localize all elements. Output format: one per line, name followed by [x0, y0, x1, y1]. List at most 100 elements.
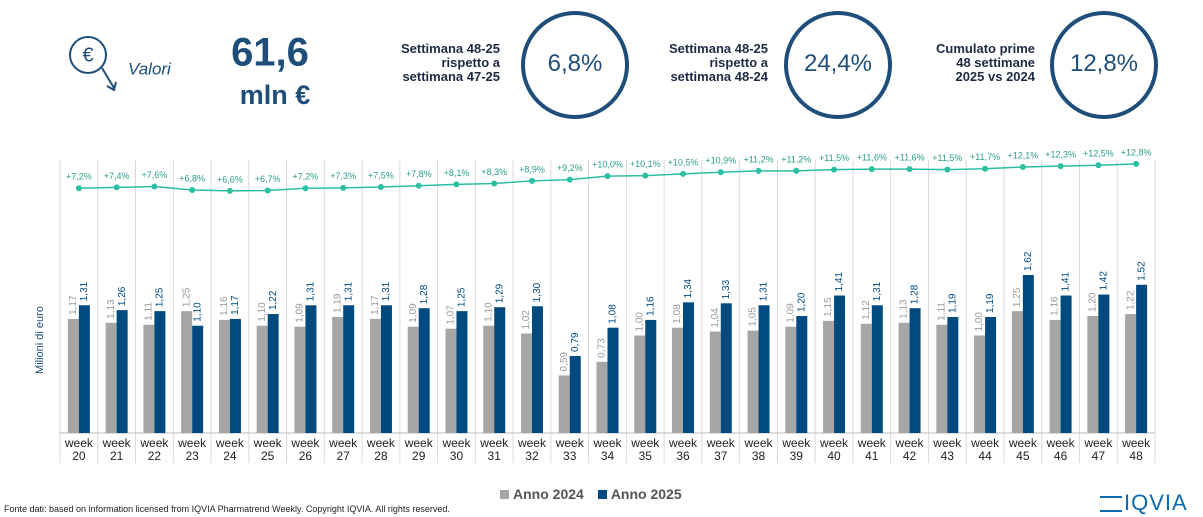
value-label: 1,16 [219, 296, 230, 316]
kpi-circle [784, 11, 892, 119]
unit: mln € [240, 80, 311, 110]
bar [834, 295, 846, 433]
value-label: 1,41 [1061, 272, 1072, 292]
bar [520, 333, 532, 433]
point-label: +10,0% [592, 159, 623, 169]
point [755, 167, 762, 174]
point [982, 165, 989, 172]
bar [418, 308, 430, 433]
point-label: +7,4% [104, 171, 130, 181]
value-label: 0,79 [570, 332, 581, 352]
value-label: 1,31 [343, 281, 354, 301]
bar [985, 316, 997, 433]
value-label: 1,11 [144, 302, 155, 321]
value-label: 1,29 [494, 283, 505, 303]
kpi-text: Settimana 48-25 rispetto a settimana 48-… [608, 42, 768, 84]
legend-label: Anno 2024 [513, 486, 584, 502]
point [491, 180, 498, 187]
point [302, 185, 309, 192]
x-tick-label: week 48 [1122, 436, 1151, 463]
value-label: 1,17 [230, 295, 241, 315]
point [680, 170, 687, 177]
bar [105, 322, 117, 433]
logo: IQVIA [1100, 490, 1188, 516]
point [831, 166, 838, 173]
bar [607, 327, 619, 433]
value-label: 1,00 [634, 312, 645, 332]
value-label: 1,20 [796, 292, 807, 312]
label: Valori [128, 59, 172, 78]
source: Fonte dati: based on information license… [4, 504, 450, 514]
value-label: 1,09 [295, 303, 306, 323]
bar [947, 316, 959, 433]
legend: Anno 2024 Anno 2025 [500, 486, 682, 502]
bar [596, 361, 608, 433]
point [717, 169, 724, 176]
point-label: +11,6% [895, 153, 925, 163]
value-label: 1,09 [408, 303, 419, 323]
point [377, 183, 384, 190]
value-label: 1,19 [985, 293, 996, 313]
point [944, 166, 951, 173]
kpi-text: Settimana 48-25 rispetto a settimana 47-… [340, 42, 500, 84]
point [1095, 162, 1102, 169]
value-label: 1,16 [645, 296, 656, 316]
x-tick-label: week 40 [820, 436, 849, 463]
x-tick-label: week 47 [1084, 436, 1113, 463]
point-label: +6,6% [217, 174, 243, 184]
x-tick-label: week 29 [404, 436, 433, 463]
value-label: 1,13 [899, 299, 910, 319]
bar [823, 320, 835, 433]
x-tick-label: week 46 [1046, 436, 1075, 463]
point-label: +10,1% [630, 159, 661, 169]
value-label: 1,41 [834, 272, 845, 292]
point [415, 182, 422, 189]
kpi-line: rispetto a [441, 55, 500, 70]
bar [1087, 316, 1099, 433]
x-tick-label: week 26 [291, 436, 320, 463]
point-label: +11,2% [743, 154, 773, 164]
point-label: +10,9% [705, 156, 736, 166]
point-label: +11,5% [819, 153, 849, 163]
point-label: +12,8% [1121, 147, 1152, 157]
x-tick-label: week 31 [480, 436, 509, 463]
point [75, 185, 82, 192]
value-label: 1,34 [683, 278, 694, 298]
point-label: +7,5% [368, 170, 394, 180]
x-tick-label: week 22 [140, 436, 169, 463]
total: 61,6 [231, 31, 309, 75]
bar [294, 326, 306, 433]
x-tick-label: week 42 [895, 436, 924, 463]
point [340, 184, 347, 191]
point [906, 166, 913, 173]
kpi-line: settimana 47-25 [402, 69, 500, 84]
x-tick-label: week 41 [857, 436, 886, 463]
kpi-line: Cumulato prime [936, 41, 1035, 56]
kpi-line: rispetto a [709, 55, 768, 70]
x-tick-label: week 38 [744, 436, 773, 463]
bar [67, 318, 79, 433]
point-label: +7,2% [293, 172, 319, 182]
value-label: 1,02 [521, 310, 532, 330]
x-tick-label: week 39 [782, 436, 811, 463]
bar [909, 308, 921, 433]
value-label: 1,08 [672, 304, 683, 324]
x-tick-label: week 36 [669, 436, 698, 463]
bar [720, 303, 732, 433]
point-label: +11,5% [932, 153, 962, 163]
bar [380, 305, 392, 433]
legend-item: Anno 2024 [500, 486, 584, 502]
value-label: 0,73 [597, 338, 608, 358]
bar [785, 326, 797, 433]
bar [456, 311, 468, 433]
x-tick-label: week 21 [102, 436, 131, 463]
point-label: +11,7% [970, 152, 1000, 162]
x-tick-label: week 35 [631, 436, 660, 463]
value-label: 1,25 [1012, 287, 1023, 307]
legend-item: Anno 2025 [597, 486, 682, 502]
x-tick-label: week 27 [329, 436, 358, 463]
kpi-text: Cumulato prime 48 settimane 2025 vs 2024 [875, 42, 1035, 84]
point [1133, 160, 1140, 167]
